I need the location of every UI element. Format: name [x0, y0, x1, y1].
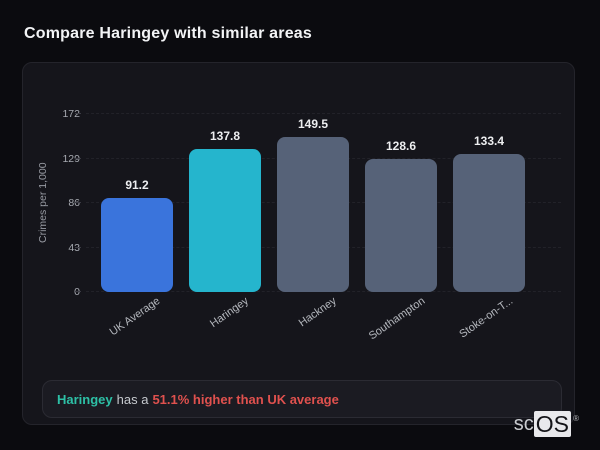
- y-axis-ticks: 0 43 86 129 172: [23, 108, 80, 298]
- page-title: Compare Haringey with similar areas: [24, 25, 312, 42]
- gridline: [86, 113, 561, 114]
- note-connector-text: has a: [116, 391, 149, 407]
- x-axis-label: Hackney: [296, 295, 339, 330]
- bar-southampton[interactable]: [365, 158, 437, 292]
- comparison-note: Haringey has a 51.1% higher than UK aver…: [42, 380, 562, 418]
- plot-area: 91.2 UK Average 137.8 Haringey 149.5 Hackney 1…: [75, 113, 561, 342]
- logo-suffix-text: OS ®: [533, 411, 579, 437]
- bar-value-label: 133.4: [473, 133, 505, 148]
- note-area-name: Haringey: [57, 391, 113, 407]
- y-tick-mark: [75, 113, 81, 114]
- note-stat-text: 51.1% higher than UK average: [152, 391, 339, 407]
- x-axis-label: UK Average: [108, 295, 163, 339]
- bar-value-label: 91.2: [125, 177, 149, 192]
- x-axis-label: Southampton: [366, 295, 427, 343]
- bar-haringey[interactable]: [189, 149, 261, 292]
- y-tick-label: 172: [62, 108, 80, 120]
- chart-card: Crimes per 1,000 0 43 86 129 172 91.2 UK Aver…: [22, 62, 575, 425]
- bar-hackney[interactable]: [277, 137, 349, 292]
- y-tick-mark: [75, 291, 81, 292]
- y-tick-label: 129: [62, 152, 80, 165]
- y-tick-mark: [75, 246, 81, 248]
- bar-value-label: 137.8: [209, 129, 241, 144]
- y-tick-label: 86: [68, 197, 80, 209]
- x-axis-label: Haringey: [207, 295, 251, 331]
- x-axis-label: Stoke-on-T...: [456, 295, 515, 341]
- bar-value-label: 128.6: [385, 138, 417, 153]
- y-tick-mark: [75, 202, 81, 203]
- y-tick-mark: [75, 157, 81, 159]
- y-tick-label: 0: [74, 286, 80, 298]
- bar-uk-average[interactable]: [101, 197, 173, 292]
- bar-stoke-on-t[interactable]: [453, 153, 525, 292]
- registered-trademark-icon: ®: [573, 414, 579, 423]
- logo-prefix-text: sc: [513, 413, 534, 435]
- y-tick-label: 43: [68, 241, 80, 254]
- bar-value-label: 149.5: [297, 117, 329, 132]
- scos-logo: sc OS ®: [513, 411, 579, 437]
